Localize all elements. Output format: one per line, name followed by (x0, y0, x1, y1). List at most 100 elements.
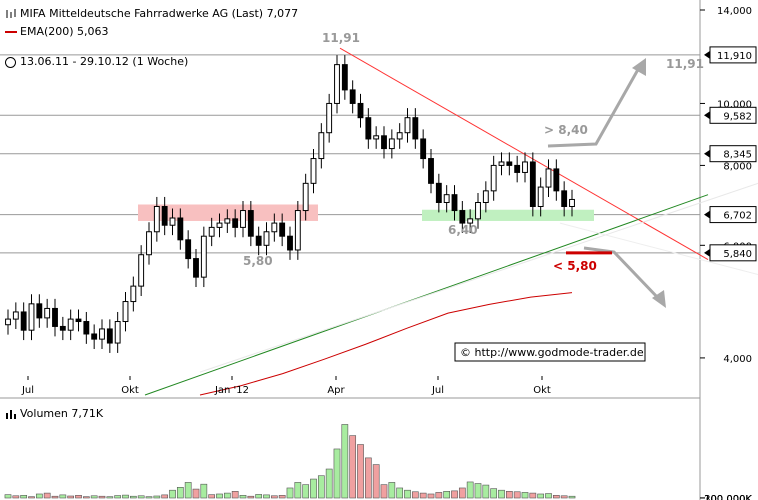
volume-bar (294, 482, 302, 499)
candle-body (138, 254, 145, 287)
candle-body (44, 307, 51, 319)
volume-bar (466, 481, 474, 499)
level-badge-label: 9,582 (723, 111, 752, 122)
header-title: MIFA Mitteldeutsche Fahrradwerke AG (Las… (20, 7, 264, 20)
candle-body (318, 132, 325, 160)
volume-value: 7,71K (71, 407, 104, 420)
candle-body (122, 301, 129, 323)
downtrend-line (339, 47, 709, 260)
candle-body (357, 102, 364, 119)
level-badge-pointer (704, 149, 710, 158)
volume-bar (521, 492, 529, 499)
volume-bar (239, 495, 247, 499)
candle-body (475, 202, 481, 220)
candle-body (373, 135, 380, 140)
volume-bar (59, 494, 67, 499)
candle-body (404, 117, 411, 134)
level-badges: 11,910 9,582 8,345 6,702 5,840 (704, 46, 757, 262)
volume-bar (302, 484, 310, 499)
arrow-up-head (632, 58, 646, 76)
ema-legend-swatch (5, 31, 17, 33)
support-low-label: 5,80 (243, 254, 273, 268)
volume-bars (4, 424, 576, 499)
candle-body (482, 190, 489, 203)
x-tick-label: Okt (533, 385, 551, 396)
candle-body (263, 231, 270, 246)
candle-body (522, 161, 528, 173)
volume-bar (184, 482, 192, 499)
x-axis: Jul Okt Jan '12 Apr Jul Okt (21, 376, 551, 396)
candle-body (553, 168, 560, 192)
header-last-value: 7,077 (266, 7, 299, 20)
candle-body (302, 182, 309, 212)
volume-tick-label: 100,000K (704, 494, 752, 500)
arrow-down-line (583, 246, 662, 302)
candle-body (224, 218, 231, 224)
header-title-row: MIFA Mitteldeutsche Fahrradwerke AG (Las… (5, 7, 298, 20)
volume-tick-label: 200,000K (704, 494, 752, 500)
candle-body (388, 138, 395, 150)
faint-trend-line (199, 182, 758, 373)
candle-body (169, 217, 176, 226)
candle-body (420, 138, 427, 160)
candle-body (12, 311, 19, 320)
level-badge-pointer (704, 248, 710, 257)
candles (5, 55, 575, 353)
candle-body (310, 158, 317, 184)
volume-bar (317, 475, 325, 499)
volume-bar (270, 495, 278, 499)
volume-bar (560, 495, 568, 499)
volume-bar (388, 482, 396, 499)
volume-label: Volumen (20, 407, 68, 420)
level-badge-label: 11,910 (717, 51, 752, 62)
volume-bar (161, 494, 169, 499)
x-tick-label: Jul (431, 385, 444, 396)
volume-bar (341, 424, 349, 499)
volume-bar (223, 492, 231, 499)
volume-bar (380, 484, 388, 499)
volume-bar (137, 495, 145, 499)
candle-body (75, 318, 82, 323)
candle-body (59, 325, 66, 331)
faint-trend-line (559, 222, 758, 276)
candle-body (506, 161, 513, 166)
break-up-label: > 8,40 (544, 123, 588, 137)
volume-bar (75, 495, 82, 499)
volume-bar (231, 491, 239, 499)
level-badge-label: 8,345 (723, 150, 752, 161)
candle-body (28, 303, 35, 331)
candle-body (435, 182, 442, 204)
watermark-box (454, 342, 646, 362)
volume-bar (263, 494, 270, 499)
volume-bar (568, 495, 576, 499)
volume-bar (404, 489, 411, 499)
header-ema-row: EMA(200) 5,063 (5, 25, 109, 38)
candle-body (341, 64, 348, 91)
y-tick-label: 14,000 (717, 6, 752, 17)
candle-body (52, 307, 58, 327)
volume-header: Volumen 7,71K (5, 407, 103, 420)
y-tick-label: 10,000 (717, 99, 752, 110)
candle-body (232, 218, 239, 228)
volume-bar (20, 495, 28, 499)
support-mid-label: 6,40 (448, 223, 478, 237)
volume-bar (333, 448, 341, 499)
candle-body (161, 205, 168, 226)
x-tick-label: Okt (121, 385, 139, 396)
volume-bar (278, 495, 286, 499)
volume-bar (67, 495, 75, 499)
clock-icon (5, 56, 16, 68)
volume-bar (216, 493, 223, 499)
candle-body (130, 285, 137, 303)
volume-bar (51, 495, 59, 499)
candle-body (467, 218, 474, 224)
volume-bar (43, 492, 51, 499)
date-range: 13.06.11 - 29.10.12 (1 Woche) (20, 55, 189, 68)
volume-bar (411, 491, 419, 499)
volume-bar (35, 493, 43, 499)
candle-body (490, 164, 497, 192)
level-badge-pointer (704, 50, 710, 59)
candle-body (498, 161, 505, 166)
volume-bar (482, 484, 490, 499)
